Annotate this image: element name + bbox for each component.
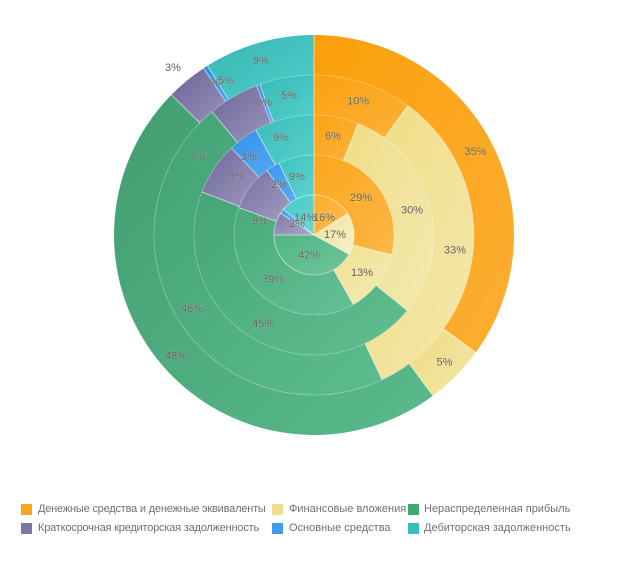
svg-text:10%: 10% [347,96,369,108]
svg-text:14%: 14% [294,212,316,224]
svg-text:42%: 42% [298,250,320,262]
svg-text:13%: 13% [351,267,373,279]
svg-text:35%: 35% [464,146,486,158]
svg-text:30%: 30% [401,205,423,217]
svg-text:46%: 46% [181,303,203,315]
svg-text:9%: 9% [252,215,268,227]
svg-text:17%: 17% [324,229,346,241]
svg-text:2%: 2% [289,218,305,230]
svg-text:3%: 3% [241,151,257,163]
svg-text:33%: 33% [444,245,466,257]
svg-text:16%: 16% [313,212,335,224]
svg-text:9%: 9% [273,132,289,144]
svg-text:29%: 29% [350,192,372,204]
svg-text:9%: 9% [289,171,305,183]
svg-text:7%: 7% [191,152,207,164]
svg-text:39%: 39% [262,274,284,286]
svg-text:2%: 2% [271,179,287,191]
svg-text:6%: 6% [325,131,341,143]
svg-text:9%: 9% [228,170,244,182]
svg-text:5%: 5% [281,90,297,102]
svg-text:48%: 48% [165,351,187,363]
svg-text:5%: 5% [218,75,234,87]
svg-text:0%: 0% [204,77,220,89]
svg-text:3%: 3% [165,62,181,74]
svg-text:9%: 9% [253,55,269,67]
svg-text:0%: 0% [256,97,272,109]
svg-text:45%: 45% [252,318,274,330]
svg-text:5%: 5% [437,357,453,369]
